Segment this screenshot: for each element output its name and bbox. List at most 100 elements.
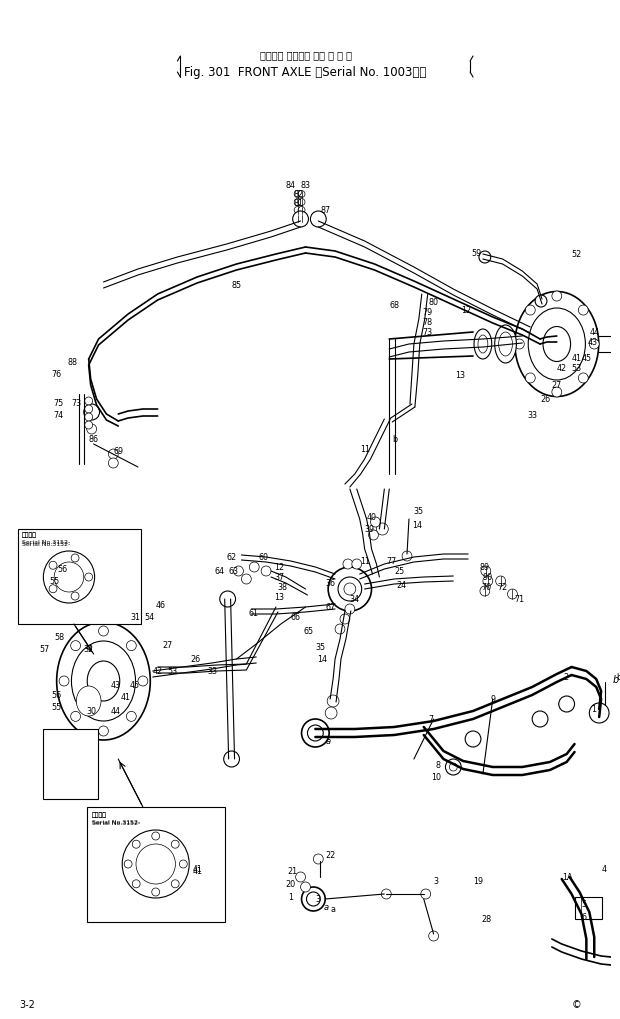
Circle shape (326, 707, 337, 719)
Text: 適用号機: 適用号機 (92, 811, 107, 817)
Circle shape (132, 841, 140, 849)
Circle shape (85, 406, 92, 414)
Circle shape (99, 627, 108, 637)
Bar (575, 897, 602, 919)
Circle shape (328, 568, 371, 611)
Circle shape (301, 719, 329, 747)
Text: 86: 86 (89, 435, 99, 444)
Circle shape (381, 890, 391, 899)
Circle shape (298, 200, 305, 206)
Circle shape (85, 397, 92, 406)
Circle shape (578, 306, 588, 316)
Circle shape (525, 306, 535, 316)
Circle shape (59, 677, 69, 687)
Text: 78: 78 (423, 317, 433, 326)
Text: 31: 31 (130, 612, 140, 622)
Text: 12: 12 (461, 306, 471, 314)
Circle shape (261, 567, 271, 577)
Circle shape (343, 559, 353, 570)
Text: 84: 84 (286, 180, 296, 190)
Text: 62: 62 (227, 553, 237, 561)
Circle shape (559, 696, 575, 712)
Ellipse shape (71, 641, 136, 721)
Text: 27: 27 (552, 380, 562, 389)
Ellipse shape (87, 661, 120, 701)
Text: 43: 43 (587, 337, 597, 346)
Text: 13: 13 (274, 593, 284, 602)
Circle shape (311, 212, 326, 228)
Text: 33: 33 (527, 410, 538, 419)
Text: 39: 39 (365, 525, 374, 534)
Text: 82: 82 (294, 190, 304, 199)
Text: b: b (392, 435, 397, 444)
Text: 70: 70 (481, 583, 491, 592)
Text: b: b (616, 673, 620, 682)
Text: 5: 5 (582, 900, 587, 909)
Text: 24: 24 (396, 580, 406, 589)
Circle shape (515, 339, 525, 350)
Text: 14: 14 (412, 520, 422, 529)
Text: 1: 1 (288, 893, 293, 902)
Text: 85: 85 (232, 280, 242, 289)
Text: 26: 26 (540, 395, 550, 405)
Text: a: a (326, 737, 330, 746)
Bar (18, 530, 141, 625)
Circle shape (124, 860, 132, 868)
Bar (87, 807, 224, 922)
Text: 43: 43 (110, 680, 120, 689)
Text: 56: 56 (51, 690, 61, 699)
Circle shape (126, 711, 136, 721)
Text: 42: 42 (153, 666, 163, 676)
Text: a: a (330, 905, 335, 914)
Circle shape (71, 554, 79, 562)
Text: 40: 40 (366, 513, 376, 522)
Text: 14: 14 (317, 655, 327, 663)
Circle shape (578, 374, 588, 383)
Text: 53: 53 (167, 666, 178, 676)
Ellipse shape (543, 327, 570, 362)
Circle shape (496, 577, 505, 586)
Text: 26: 26 (190, 655, 200, 663)
Text: 36: 36 (326, 578, 335, 587)
Text: 20: 20 (286, 879, 296, 889)
Circle shape (293, 212, 309, 228)
Circle shape (508, 589, 517, 599)
Text: 73: 73 (423, 327, 433, 336)
Circle shape (552, 387, 562, 397)
Text: 13: 13 (455, 370, 465, 379)
Text: 44: 44 (590, 327, 600, 336)
Circle shape (71, 711, 81, 721)
Text: 41: 41 (120, 693, 130, 702)
Circle shape (99, 727, 108, 737)
Text: Serial No.3152-: Serial No.3152- (22, 540, 70, 545)
Text: 35: 35 (316, 643, 326, 652)
Circle shape (481, 567, 491, 577)
Text: 41: 41 (192, 865, 202, 873)
Circle shape (179, 860, 187, 868)
Circle shape (345, 604, 355, 614)
Text: 32: 32 (84, 645, 94, 654)
Text: 1: 1 (591, 705, 596, 713)
Text: 33: 33 (207, 666, 217, 676)
Ellipse shape (76, 687, 101, 716)
Text: 25: 25 (394, 567, 404, 576)
Circle shape (298, 215, 305, 222)
Circle shape (234, 567, 244, 577)
Text: 35: 35 (414, 507, 424, 516)
Text: 77: 77 (386, 557, 397, 566)
Circle shape (49, 585, 57, 593)
Circle shape (241, 575, 251, 585)
Circle shape (465, 732, 481, 747)
Text: 10: 10 (432, 772, 441, 782)
Text: 69: 69 (113, 447, 123, 457)
Text: 71: 71 (515, 595, 525, 604)
Circle shape (85, 574, 92, 582)
Circle shape (71, 592, 79, 600)
Bar (43, 730, 97, 799)
Text: 68: 68 (389, 301, 399, 309)
Text: 46: 46 (156, 600, 166, 609)
Text: 67: 67 (326, 603, 335, 611)
Circle shape (138, 677, 148, 687)
Circle shape (294, 215, 301, 222)
Circle shape (421, 890, 431, 899)
